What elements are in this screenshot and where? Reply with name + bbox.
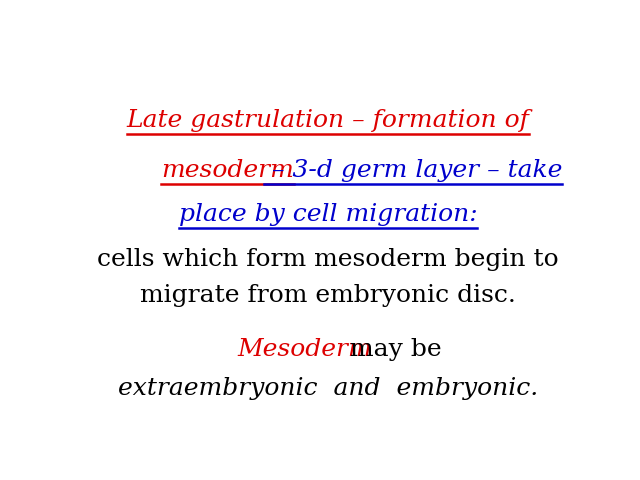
Text: place by cell migration:: place by cell migration: bbox=[179, 203, 477, 226]
Text: cells which form mesoderm begin to: cells which form mesoderm begin to bbox=[97, 248, 559, 271]
Text: extraembryonic  and  embryonic.: extraembryonic and embryonic. bbox=[118, 377, 538, 400]
Text: Mesoderm: Mesoderm bbox=[237, 338, 372, 361]
Text: Late gastrulation – formation of: Late gastrulation – formation of bbox=[127, 109, 529, 132]
Text: – 3-d germ layer – take: – 3-d germ layer – take bbox=[264, 159, 563, 182]
Text: may be: may be bbox=[342, 338, 441, 361]
Text: mesoderm: mesoderm bbox=[161, 159, 294, 182]
Text: migrate from embryonic disc.: migrate from embryonic disc. bbox=[140, 285, 516, 308]
